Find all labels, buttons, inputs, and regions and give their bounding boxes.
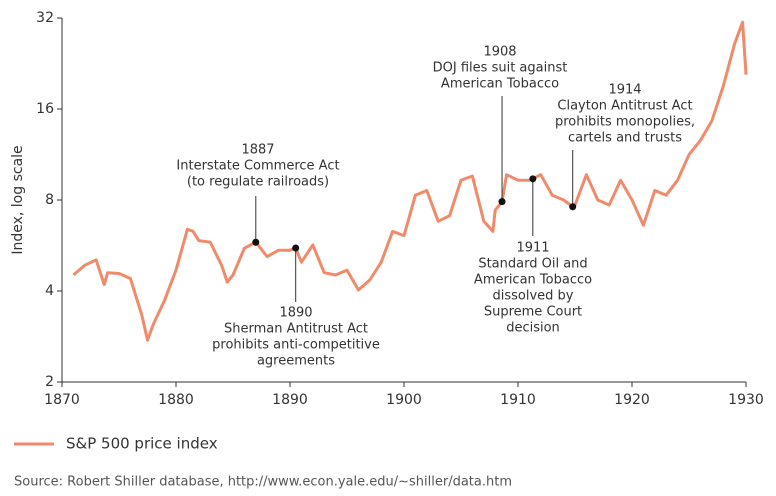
line [72, 20, 748, 342]
annotation-text: prohibits monopolies, [555, 115, 695, 130]
annotation-text: Clayton Antitrust Act [557, 99, 692, 114]
y-axis-label: Index, log scale [10, 145, 26, 254]
annotation-text: prohibits anti-competitive [212, 338, 380, 353]
x-tick-label: 1890 [272, 392, 308, 408]
annotation-text: Standard Oil and [478, 257, 587, 272]
annotation-text: American Tobacco [441, 77, 559, 92]
y-tick-label: 8 [45, 192, 54, 208]
annotation-text: Supreme Court [484, 305, 582, 320]
annotation-text: (to regulate railroads) [187, 175, 329, 190]
x-tick-label: 1900 [386, 392, 422, 408]
annotation-text: Interstate Commerce Act [176, 159, 339, 174]
annotation-text: 1887 [241, 143, 274, 158]
legend-label: S&P 500 price index [66, 435, 218, 453]
annotation-dot [252, 238, 260, 246]
annotation-text: cartels and trusts [568, 131, 682, 146]
annotation-dot [498, 198, 506, 206]
annotation-text: 1911 [516, 241, 549, 256]
x-tick-label: 1870 [44, 392, 80, 408]
annotation-text: 1908 [483, 45, 516, 60]
annotation-text: American Tobacco [474, 273, 592, 288]
y-tick-label: 4 [45, 283, 54, 299]
annotation-text: decision [506, 321, 560, 336]
x-tick-label: 1910 [500, 392, 536, 408]
annotation-text: dissolved by [493, 289, 574, 304]
annotation-dot [569, 203, 577, 211]
y-tick-label: 16 [36, 101, 54, 117]
annotation-text: 1890 [279, 306, 312, 321]
x-tick-label: 1880 [158, 392, 194, 408]
x-tick-label: 1930 [728, 392, 764, 408]
annotation-text: Sherman Antitrust Act [224, 322, 368, 337]
y-tick-label: 32 [36, 10, 54, 26]
annotation-text: 1914 [608, 83, 641, 98]
y-tick-label: 2 [45, 374, 54, 390]
source: Source: Robert Shiller database, http://… [14, 475, 512, 490]
annotation-dot [529, 175, 537, 183]
x-tick-label: 1920 [614, 392, 650, 408]
annotation-text: agreements [257, 354, 335, 369]
annotation-dot [292, 244, 300, 252]
annotation-text: DOJ files suit against [433, 61, 568, 76]
